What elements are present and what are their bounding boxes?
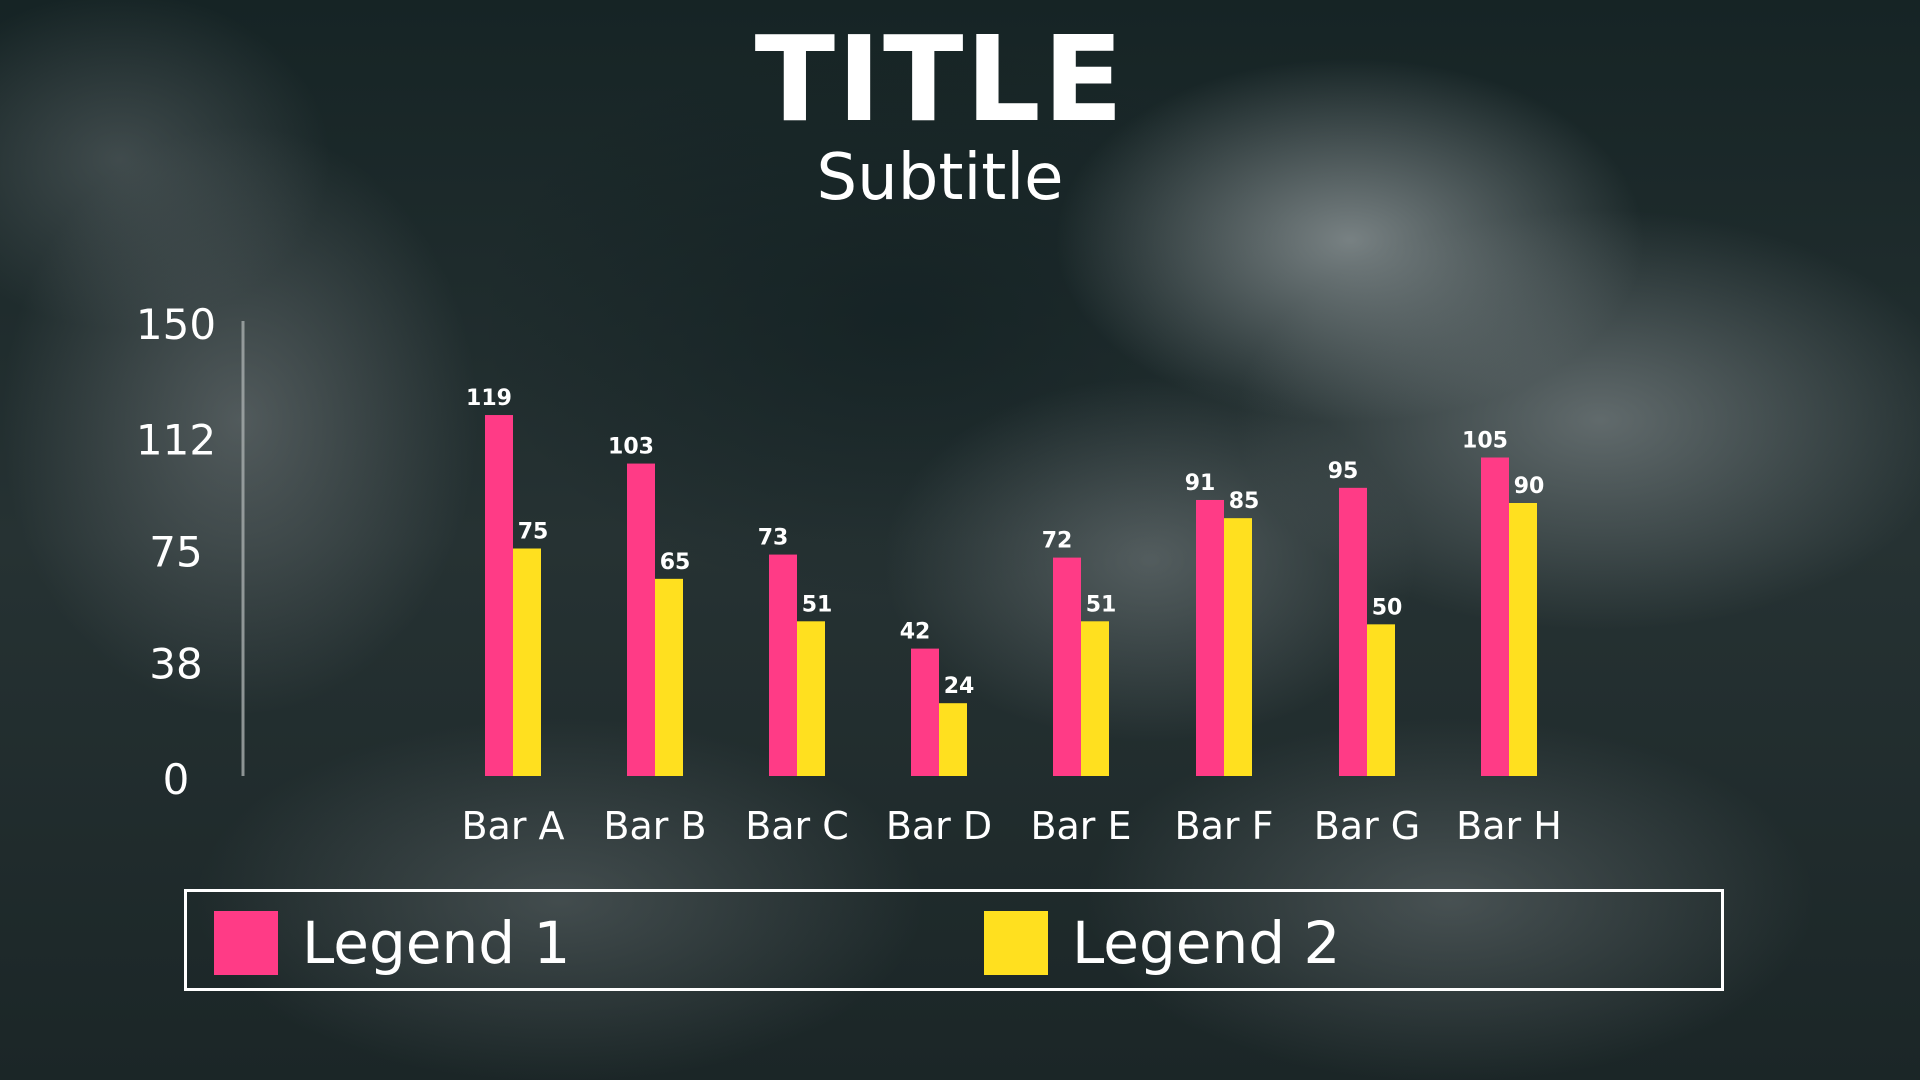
bar-series-2	[797, 621, 825, 776]
bar-series-1	[1053, 557, 1081, 776]
legend-item-1: Legend 1	[214, 909, 571, 977]
y-tick-label: 38	[149, 640, 202, 689]
bar-series-1	[1196, 499, 1224, 776]
bar-series-1	[627, 463, 655, 776]
y-tick-label: 112	[136, 415, 216, 464]
x-tick-label: Bar F	[1175, 804, 1274, 848]
bar-series-2	[1224, 518, 1252, 776]
legend-label-2: Legend 2	[1072, 909, 1341, 977]
bar-series-1	[1481, 457, 1509, 776]
data-label: 42	[900, 620, 931, 645]
x-tick-label: Bar C	[745, 804, 849, 848]
chart-subtitle: Subtitle	[816, 141, 1064, 215]
data-label: 72	[1042, 529, 1073, 554]
data-label: 73	[758, 526, 789, 551]
title-block: TITLE Subtitle	[0, 20, 1880, 218]
x-tick-label: Bar G	[1314, 804, 1421, 848]
data-label: 51	[802, 592, 833, 617]
x-tick-label: Bar E	[1030, 804, 1131, 848]
bar-series-2	[655, 578, 683, 776]
bar-series-1	[485, 415, 513, 776]
data-label: 95	[1328, 459, 1359, 484]
data-label: 50	[1372, 595, 1403, 620]
data-label: 24	[944, 674, 975, 699]
data-label: 65	[660, 550, 691, 575]
legend: Legend 1 Legend 2	[184, 889, 1724, 991]
chart-title: TITLE	[754, 10, 1126, 148]
x-tick-label: Bar B	[603, 804, 706, 848]
y-tick-label: 0	[163, 755, 190, 804]
legend-item-2: Legend 2	[984, 909, 1341, 977]
legend-swatch-2	[984, 911, 1048, 975]
data-label: 103	[608, 435, 654, 460]
x-tick-label: Bar H	[1456, 804, 1562, 848]
data-label: 90	[1514, 474, 1545, 499]
data-label: 75	[518, 520, 549, 545]
legend-label-1: Legend 1	[302, 909, 571, 977]
data-label: 85	[1229, 489, 1260, 514]
data-label: 91	[1185, 471, 1216, 496]
bar-series-1	[1339, 487, 1367, 776]
data-label: 105	[1462, 429, 1508, 454]
bar-series-1	[911, 648, 939, 776]
x-tick-label: Bar A	[461, 804, 564, 848]
y-tick-label: 150	[136, 300, 216, 349]
bar-series-2	[513, 548, 541, 776]
bar-series-1	[769, 554, 797, 776]
data-label: 119	[466, 386, 512, 411]
bar-series-2	[1081, 621, 1109, 776]
data-label: 51	[1086, 592, 1117, 617]
bar-series-2	[939, 703, 967, 776]
y-tick-label: 75	[149, 528, 202, 577]
bar-series-2	[1509, 503, 1537, 776]
x-tick-label: Bar D	[886, 804, 992, 848]
bar-series-2	[1367, 624, 1395, 776]
legend-swatch-1	[214, 911, 278, 975]
